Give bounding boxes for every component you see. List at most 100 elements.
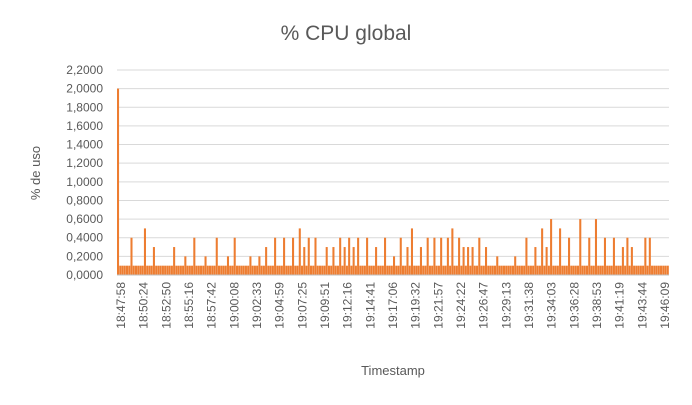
bar — [547, 265, 550, 275]
bar — [226, 256, 230, 275]
x-tick-label: 19:31:38 — [522, 282, 536, 329]
bar — [372, 265, 375, 275]
bar — [309, 265, 313, 275]
bar — [251, 265, 254, 275]
bar — [139, 265, 142, 275]
bar — [224, 265, 227, 275]
bar — [419, 247, 422, 275]
bar — [579, 219, 582, 275]
bar — [520, 265, 523, 275]
bar — [597, 265, 600, 275]
bar — [511, 265, 514, 275]
bar — [175, 265, 178, 275]
bar — [134, 265, 138, 275]
bar — [265, 247, 268, 275]
bar — [599, 265, 602, 275]
x-tick-label: 18:50:24 — [137, 282, 151, 329]
bar — [213, 265, 216, 275]
bar — [390, 265, 393, 275]
bar — [433, 237, 436, 275]
bar — [182, 265, 185, 275]
bar — [451, 228, 454, 275]
x-tick-label: 18:57:42 — [205, 282, 219, 329]
bar — [505, 265, 508, 275]
bar — [617, 265, 620, 275]
bar — [343, 247, 346, 275]
bar — [357, 237, 360, 275]
x-tick-label: 18:47:58 — [114, 282, 128, 329]
bar — [653, 265, 656, 275]
bar — [516, 265, 519, 275]
bar — [164, 265, 167, 275]
bar — [141, 265, 144, 275]
x-tick-label: 19:34:03 — [545, 282, 559, 329]
bar — [339, 237, 342, 275]
bar — [278, 265, 281, 275]
bar — [276, 265, 279, 275]
bar — [283, 237, 286, 275]
bar — [455, 265, 458, 275]
bar — [514, 256, 517, 275]
bar — [493, 265, 497, 275]
y-tick-label: 1,2000 — [66, 156, 103, 170]
bar — [554, 265, 557, 275]
bar — [431, 265, 434, 275]
bar — [525, 237, 528, 275]
bar — [621, 247, 624, 275]
bar — [238, 265, 241, 275]
bar — [262, 265, 265, 275]
y-tick-label: 0,2000 — [66, 249, 103, 263]
bar — [619, 265, 622, 275]
bar — [574, 265, 577, 275]
x-tick-label: 19:43:44 — [635, 282, 649, 329]
bar — [280, 265, 283, 275]
bar — [375, 247, 378, 275]
bar — [204, 256, 207, 275]
bar — [150, 265, 153, 275]
bar — [296, 265, 299, 275]
bar — [206, 265, 209, 275]
bar — [523, 265, 526, 275]
bar — [471, 247, 474, 275]
bar — [489, 265, 492, 275]
bar — [345, 265, 348, 275]
y-tick-label: 1,8000 — [66, 100, 103, 114]
bar — [487, 265, 490, 275]
x-tick-label: 19:29:13 — [499, 282, 513, 329]
bar — [188, 265, 191, 275]
bar — [359, 265, 362, 275]
bar — [538, 265, 541, 275]
bar — [289, 265, 292, 275]
x-tick-label: 19:09:51 — [318, 282, 332, 329]
bar — [646, 265, 649, 275]
bar — [612, 237, 615, 275]
bar — [440, 237, 443, 275]
bar — [334, 265, 337, 275]
x-tick-label: 18:55:16 — [182, 282, 196, 329]
bar — [527, 265, 530, 275]
bar — [292, 237, 295, 275]
bar — [644, 237, 647, 275]
bar — [404, 265, 407, 275]
bar — [509, 265, 512, 275]
bar — [366, 237, 369, 275]
bar — [386, 265, 389, 275]
bar — [478, 237, 481, 275]
bar — [267, 265, 270, 275]
bar — [325, 247, 328, 275]
bar — [159, 265, 162, 275]
bar — [473, 265, 476, 275]
bar — [247, 265, 250, 275]
bar-series — [117, 88, 669, 275]
bar — [469, 265, 472, 275]
bar — [314, 237, 317, 275]
bar — [361, 265, 364, 275]
bar — [482, 265, 485, 275]
bar — [305, 265, 308, 275]
bar — [460, 265, 463, 275]
bar — [498, 265, 501, 275]
bar — [565, 265, 568, 275]
bar — [327, 265, 330, 275]
bar — [660, 265, 663, 275]
